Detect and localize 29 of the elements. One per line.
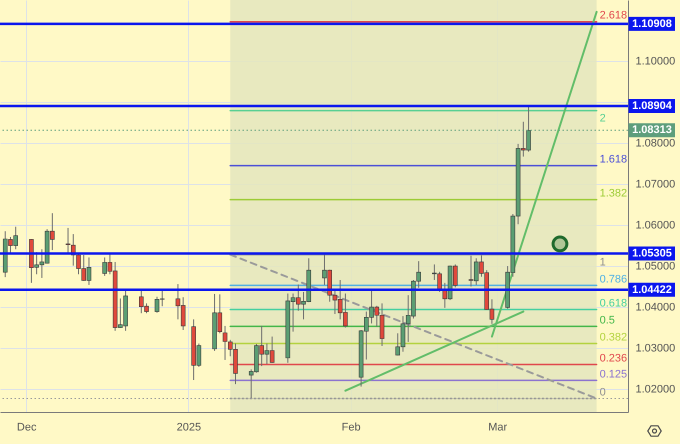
series-label: 1 — [600, 256, 606, 269]
y-tick-label: 1.05000 — [636, 260, 676, 273]
x-tick-label: Mar — [488, 422, 508, 434]
x-tick-label: Feb — [342, 422, 361, 434]
y-tick-label: 1.06000 — [636, 220, 676, 232]
series-label: 1.618 — [600, 154, 628, 166]
ref-line-label: 1.08904 — [632, 100, 673, 112]
series-label: 1.382 — [600, 188, 628, 200]
y-tick-label: 1.02000 — [636, 384, 676, 396]
series-label: 0.618 — [600, 298, 628, 310]
y-tick-label: 1.08000 — [636, 138, 676, 150]
y-tick-label: 1.04000 — [636, 302, 676, 314]
y-tick-label: 1.10000 — [636, 56, 676, 68]
x-tick-label: Dec — [16, 422, 37, 434]
ref-line-label: 1.08313 — [632, 124, 672, 136]
series-label: 0.786 — [600, 273, 628, 286]
ref-line-label: 1.04422 — [632, 284, 672, 296]
y-tick-label: 1.07000 — [636, 178, 676, 191]
series-label: 2.618 — [600, 10, 628, 22]
series-label: 0.125 — [600, 368, 628, 380]
series-label: 2 — [600, 112, 606, 125]
x-tick-label: 2025 — [176, 422, 202, 434]
series-label: 0.5 — [600, 314, 615, 326]
ref-line-label: 1.10908 — [632, 18, 672, 30]
y-tick-label: 1.03000 — [636, 342, 676, 355]
ref-line-label: 1.05305 — [632, 248, 672, 260]
series-label: 0 — [600, 386, 606, 398]
series-label: 0.382 — [600, 332, 628, 344]
series-label: 0.236 — [600, 352, 628, 364]
